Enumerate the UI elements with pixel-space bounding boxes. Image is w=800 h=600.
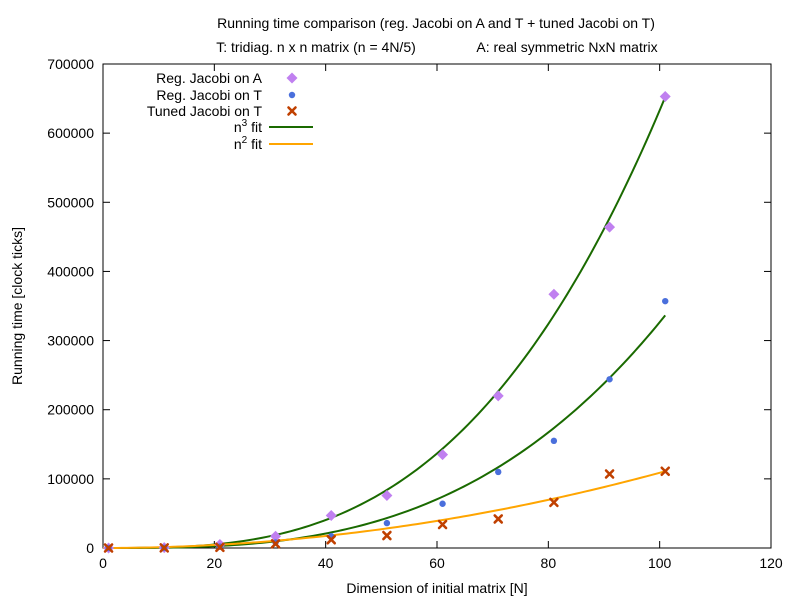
- data-point: [103, 543, 114, 553]
- data-point: [604, 469, 615, 479]
- data-point: [270, 539, 281, 549]
- legend-marker: [286, 72, 298, 84]
- data-point: [326, 534, 337, 545]
- y-tick-label: 200000: [47, 402, 94, 418]
- plot-frame: [102, 63, 772, 549]
- legend-label: Reg. Jacobi on T: [156, 87, 262, 103]
- x-tick-label: 80: [541, 555, 557, 571]
- y-tick-label: 100000: [47, 471, 94, 487]
- axis-ticks: 0 20 40 60 80 100 120 0 100000 200000 300000 400000…: [47, 56, 783, 571]
- legend-label: n2 fit: [234, 135, 262, 152]
- legend-marker: [287, 106, 297, 116]
- y-tick-label: 700000: [47, 56, 94, 72]
- data-point: [550, 437, 558, 445]
- data-point: [215, 542, 225, 553]
- x-tick-label: 40: [318, 555, 334, 571]
- data-point: [493, 514, 504, 524]
- data-point: [662, 297, 669, 305]
- data-points: [103, 90, 671, 554]
- chart-subtitle-right: A: real symmetric NxN matrix: [476, 39, 657, 55]
- data-point: [492, 390, 504, 402]
- y-axis-label: Running time [clock ticks]: [9, 227, 25, 385]
- data-point: [606, 376, 613, 383]
- data-point: [437, 519, 448, 530]
- x-tick-label: 120: [759, 555, 783, 571]
- fit-curve: [103, 314, 667, 549]
- y-tick-label: 600000: [47, 125, 94, 141]
- data-point: [548, 288, 560, 300]
- x-tick-label: 100: [648, 555, 672, 571]
- x-tick-label: 60: [429, 555, 445, 571]
- legend-label: Tuned Jacobi on T: [147, 103, 263, 119]
- data-point: [495, 468, 502, 476]
- data-point: [604, 221, 616, 233]
- data-point: [659, 90, 671, 102]
- data-point: [383, 519, 391, 527]
- data-point: [382, 530, 392, 541]
- chart-title: Running time comparison (reg. Jacobi on …: [217, 15, 655, 31]
- plot-area: [102, 63, 772, 549]
- x-tick-label: 20: [207, 555, 223, 571]
- legend-marker: [288, 91, 296, 99]
- data-point: [660, 466, 671, 477]
- legend-label: n3 fit: [234, 118, 262, 135]
- y-tick-label: 300000: [47, 333, 94, 349]
- data-point: [439, 500, 446, 507]
- y-tick-label: 400000: [47, 263, 94, 279]
- fit-curves: [102, 96, 667, 549]
- x-axis-label: Dimension of initial matrix [N]: [346, 580, 527, 596]
- data-point: [437, 449, 449, 461]
- fit-curve: [102, 470, 666, 549]
- legend-label: Reg. Jacobi on A: [156, 70, 263, 86]
- data-point: [159, 543, 170, 553]
- y-tick-label: 500000: [47, 194, 94, 210]
- data-point: [549, 497, 559, 508]
- data-point: [270, 530, 282, 542]
- data-point: [381, 489, 393, 501]
- y-tick-label: 0: [86, 540, 94, 556]
- data-point: [325, 510, 337, 522]
- fit-curve: [103, 96, 667, 549]
- x-tick-label: 0: [99, 555, 107, 571]
- chart-subtitle-left: T: tridiag. n x n matrix (n = 4N/5): [216, 39, 416, 55]
